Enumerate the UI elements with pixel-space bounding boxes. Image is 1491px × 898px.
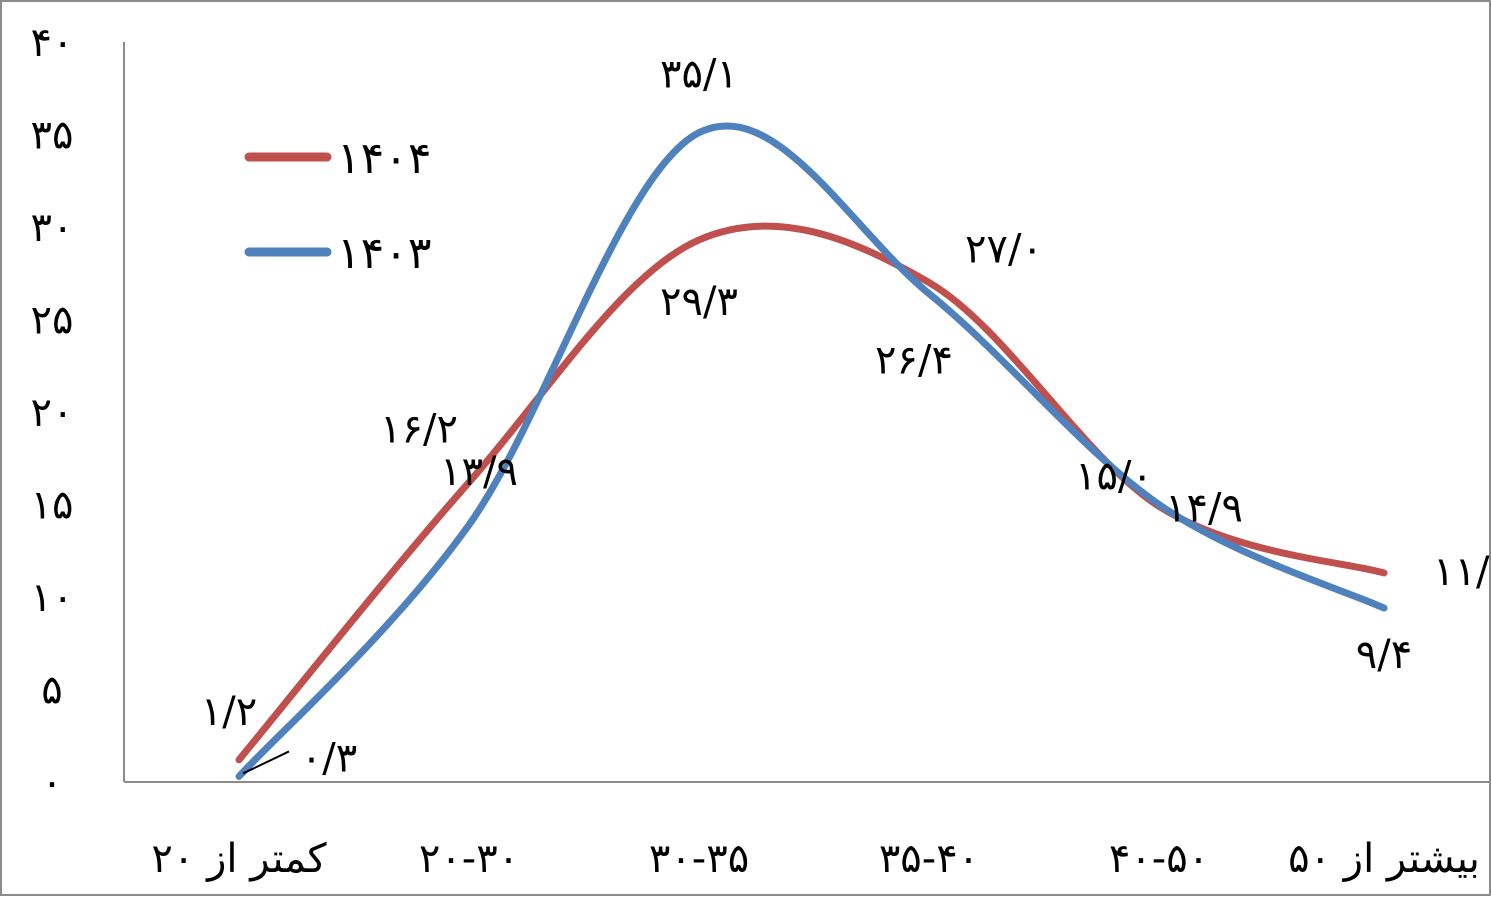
legend-label: ۱۴۰۴ xyxy=(337,133,432,184)
series-line-1 xyxy=(235,122,1388,780)
y-tick-label: ۳۵ xyxy=(31,113,74,159)
data-label: ۰/۳ xyxy=(301,735,357,781)
legend: ۱۴۰۴ ۱۴۰۳ xyxy=(244,133,432,279)
y-tick-label: ۲۵ xyxy=(31,298,74,344)
y-tick-label: ۲۰ xyxy=(31,390,74,436)
series-lines xyxy=(235,122,1388,780)
x-tick-label: بیشتر از ۵۰ xyxy=(1288,836,1480,882)
y-tick-label: ۴۰ xyxy=(31,20,74,66)
y-tick-label: ۳۰ xyxy=(31,205,74,251)
data-label: ۳۵/۱ xyxy=(660,52,738,98)
data-label: ۹/۴ xyxy=(1356,632,1412,678)
legend-label: ۱۴۰۳ xyxy=(337,228,432,279)
data-label: ۱۱/۳ xyxy=(1433,549,1491,595)
y-tick-label: ۱۰ xyxy=(31,575,74,621)
data-label: ۱۶/۲ xyxy=(380,406,458,452)
x-tick-label: ۳۵-۴۰ xyxy=(879,836,979,882)
data-label: ۲۹/۳ xyxy=(660,279,738,325)
x-tick-labels: کمتر از ۲۰ ۲۰-۳۰ ۳۰-۳۵ ۳۵-۴۰ ۴۰-۵۰ بیشتر از ۵… xyxy=(151,836,1480,882)
x-tick-label: ۲۰-۳۰ xyxy=(419,836,519,882)
data-label: ۲۶/۴ xyxy=(875,338,953,384)
y-tick-label: ۰ xyxy=(41,760,62,806)
y-tick-label: ۱۵ xyxy=(31,483,74,529)
data-label: ۱۵/۰ xyxy=(1075,454,1153,500)
y-tick-label: ۵ xyxy=(41,668,62,714)
data-labels: ۱/۲ ۱۶/۲ ۲۹/۳ ۲۷/۰ ۱۴/۹ ۱۱/۳ ۰/۳ ۱۳/۹ ۳۵/۱ ۲۶/۴ ۱۵… xyxy=(201,52,1491,782)
y-tick-labels: ۰ ۵ ۱۰ ۱۵ ۲۰ ۲۵ ۳۰ ۳۵ ۴۰ xyxy=(31,20,74,806)
x-tick-label: ۴۰-۵۰ xyxy=(1109,836,1209,882)
data-label-leader xyxy=(242,750,290,775)
data-label: ۱۴/۹ xyxy=(1165,485,1243,531)
data-label: ۲۷/۰ xyxy=(965,227,1043,273)
data-label: ۱۳/۹ xyxy=(440,449,518,495)
data-label: ۱/۲ xyxy=(201,689,257,735)
x-tick-label: کمتر از ۲۰ xyxy=(151,836,327,882)
x-tick-label: ۳۰-۳۵ xyxy=(649,836,749,882)
